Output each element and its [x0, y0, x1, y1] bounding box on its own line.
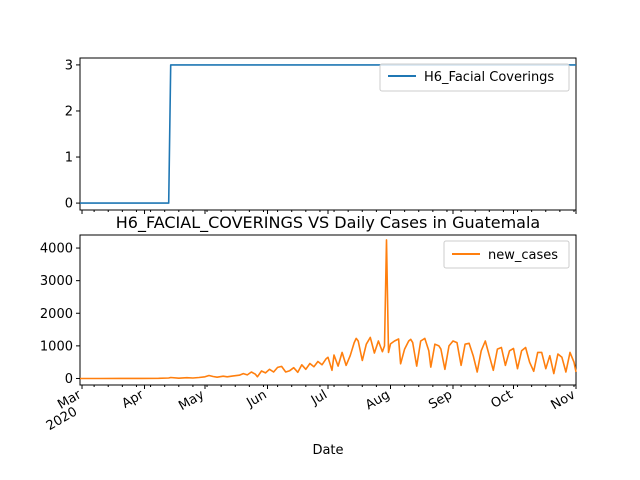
bottom-legend-box [443, 240, 570, 269]
top-panel-x-axis [81, 210, 577, 214]
x-tick-label: May [176, 387, 207, 414]
top-panel-legend: H6_Facial Coverings [379, 63, 570, 92]
y-tick-label: 2 [65, 104, 73, 119]
y-tick-label: 2000 [40, 307, 73, 322]
top-legend-box [379, 63, 570, 92]
x-tick-label: Sep [426, 387, 455, 412]
top-legend-label: H6_Facial Coverings [424, 70, 554, 85]
y-tick-label: 0 [65, 197, 73, 212]
y-tick-label: 1000 [40, 339, 73, 354]
x-tick-label: Aug [363, 387, 392, 413]
x-tick-label: Jul [308, 387, 330, 408]
top-panel-y-axis: 0 1 2 3 [65, 58, 80, 212]
series-line-h6-facial-coverings [80, 64, 576, 204]
y-tick-label: 1 [65, 151, 73, 166]
y-tick-label: 3000 [40, 274, 73, 289]
x-tick-label: Oct [489, 387, 516, 411]
x-tick-label: Apr [120, 387, 148, 412]
y-tick-label: 3 [65, 58, 73, 73]
bottom-legend-label: new_cases [488, 248, 558, 263]
top-panel: 0 1 2 3 H6_Facial Coverings [65, 57, 577, 214]
bottom-panel-series [80, 239, 577, 380]
top-panel-series [80, 64, 576, 204]
series-line-new-cases [80, 239, 577, 380]
y-tick-label: 0 [65, 372, 73, 387]
x-tick-label: Jun [244, 387, 270, 411]
y-tick-label: 4000 [40, 242, 73, 257]
x-axis-label: Date [312, 443, 343, 458]
bottom-panel-y-axis: 0 1000 2000 3000 4000 [40, 242, 80, 387]
x-tick-label: Nov [549, 387, 579, 413]
bottom-panel-legend: new_cases [443, 240, 570, 269]
bottom-panel-title: H6_FACIAL_COVERINGS VS Daily Cases in Gu… [116, 213, 540, 233]
